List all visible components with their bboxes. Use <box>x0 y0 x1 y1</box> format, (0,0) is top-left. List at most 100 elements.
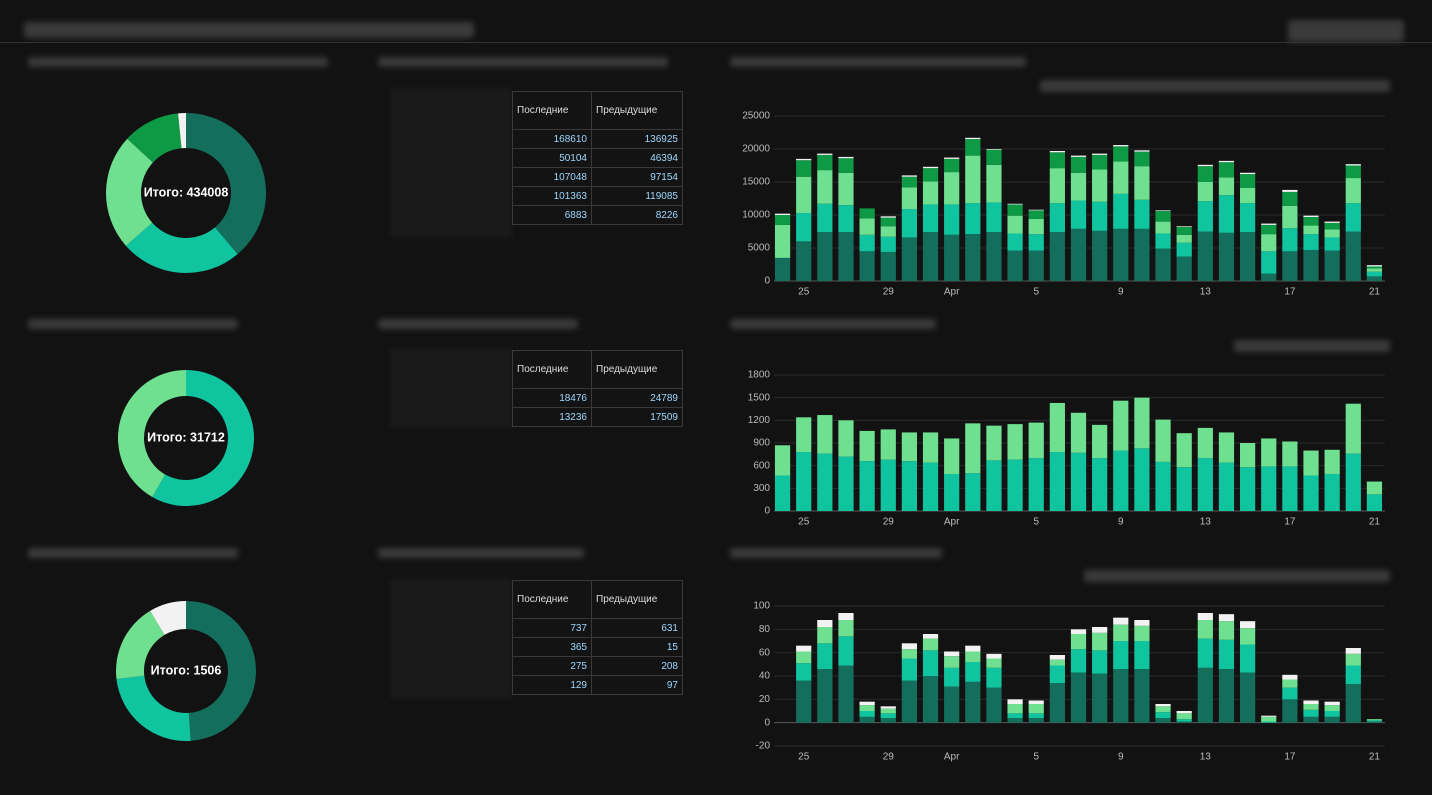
bar-segment <box>1028 422 1044 459</box>
bar-segment <box>1049 665 1065 683</box>
bar-segment <box>1197 638 1213 668</box>
bar-segment <box>880 429 896 460</box>
table-cell: 737 <box>512 618 592 638</box>
bar-segment <box>986 658 1002 668</box>
bar-segment <box>1282 191 1298 206</box>
bar-segment <box>1155 718 1171 723</box>
bar-segment <box>1218 432 1235 463</box>
bar-segment <box>1261 234 1277 252</box>
bar-segment <box>1028 209 1044 211</box>
table-cell: 168610 <box>512 129 592 149</box>
x-tick-label: 17 <box>1284 287 1296 298</box>
bar-segment <box>1303 450 1319 476</box>
bar-segment <box>965 139 981 156</box>
blurred-panel <box>390 348 512 428</box>
bar-segment <box>1239 672 1256 723</box>
bar-segment <box>1049 232 1065 281</box>
bar-segment <box>1345 453 1361 511</box>
bar-segment <box>1070 156 1087 173</box>
bar-segment <box>838 613 854 620</box>
bar-segment <box>1176 711 1192 714</box>
bar-segment <box>1303 475 1319 511</box>
table-cell: 129 <box>512 675 592 695</box>
bar-segment <box>1345 653 1361 666</box>
bar-segment <box>774 445 791 476</box>
x-tick-label: Apr <box>944 517 960 528</box>
bar-segment <box>1113 624 1129 641</box>
bar-segment <box>922 204 939 233</box>
bar-segment <box>880 706 896 709</box>
bar-segment <box>838 620 854 637</box>
bar-segment <box>880 216 896 218</box>
bar-segment <box>1324 705 1340 711</box>
bar-segment <box>859 430 875 462</box>
bar-segment <box>1239 443 1256 468</box>
bar-segment <box>1092 424 1108 459</box>
bar-segment <box>796 680 812 723</box>
y-tick-label: 25000 <box>742 111 770 122</box>
bar-segment <box>1007 718 1023 723</box>
bar-segment <box>1070 634 1087 650</box>
bar-segment <box>944 651 960 657</box>
table-cell: 119085 <box>591 186 683 206</box>
bar-segment <box>1261 224 1277 235</box>
bar-segment <box>1345 203 1361 232</box>
bar-segment <box>965 662 981 682</box>
bar-segment <box>1324 701 1340 706</box>
bar-segment <box>1239 174 1256 188</box>
donut-segment <box>152 370 254 506</box>
bar-segment <box>880 217 896 227</box>
bar-segment <box>1303 704 1319 710</box>
bar-segment <box>1218 177 1235 196</box>
bar-segment <box>817 153 833 155</box>
bar-segment <box>965 651 981 662</box>
donut-center-label: Итого: 434008 <box>144 185 229 199</box>
bar-segment <box>1345 648 1361 654</box>
x-tick-label: 21 <box>1369 287 1381 298</box>
bar-segment <box>796 160 812 177</box>
donut-segment <box>186 113 266 255</box>
bar-segment <box>1366 266 1383 269</box>
bar-segment <box>1155 712 1171 718</box>
bar-segment <box>922 462 939 511</box>
bar-segment <box>1282 687 1298 700</box>
bar-segment <box>944 157 960 159</box>
bar-segment <box>1303 700 1319 704</box>
bar-segment <box>922 650 939 676</box>
bar-segment <box>1007 250 1023 281</box>
bar-segment <box>1070 452 1087 511</box>
bar-segment <box>1070 629 1087 634</box>
bar-segment <box>1303 234 1319 250</box>
bar-segment <box>1134 228 1150 281</box>
bar-segment <box>796 663 812 681</box>
bar-segment <box>1282 441 1298 467</box>
bar-segment <box>901 680 918 723</box>
bar-segment <box>944 158 960 173</box>
bar-segment <box>965 234 981 281</box>
bar-segment <box>1239 621 1256 629</box>
bar-segment <box>1176 256 1192 281</box>
blurred-button[interactable] <box>1288 20 1404 42</box>
x-tick-label: 25 <box>798 517 810 528</box>
bar-segment <box>986 232 1002 281</box>
donut-segment <box>150 601 186 635</box>
bar-segment <box>817 415 833 454</box>
table-cell: 15 <box>591 637 683 657</box>
bar-segment <box>1092 673 1108 723</box>
x-tick-label: 17 <box>1284 517 1296 528</box>
x-tick-label: 5 <box>1033 287 1039 298</box>
bar-segment <box>1366 481 1383 495</box>
x-tick-label: 29 <box>883 517 895 528</box>
table-cell: 208 <box>591 656 683 676</box>
bar-segment <box>1366 720 1383 722</box>
bar-segment <box>986 425 1002 461</box>
x-tick-label: 29 <box>883 752 895 763</box>
bar-segment <box>817 620 833 627</box>
bar-segment <box>1176 467 1192 511</box>
bar-segment <box>1261 273 1277 281</box>
bar-segment <box>1007 215 1023 234</box>
bar-segment <box>859 716 875 723</box>
bar-segment <box>1366 268 1383 272</box>
bar-segment <box>1218 669 1235 723</box>
bar-segment <box>1028 218 1044 235</box>
